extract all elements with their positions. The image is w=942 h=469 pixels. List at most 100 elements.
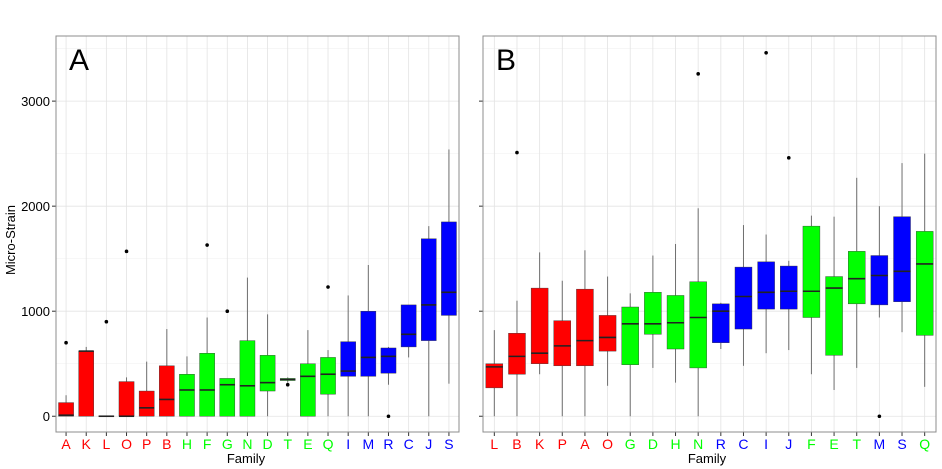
- x-axis-title-a: Family: [227, 451, 266, 466]
- box-d: [644, 255, 662, 368]
- box-body: [825, 276, 843, 356]
- x-tick-label: Q: [919, 436, 930, 452]
- box-i: [757, 51, 775, 354]
- box-body: [644, 292, 662, 335]
- box-q: [320, 285, 336, 417]
- x-tick-label: J: [785, 436, 792, 452]
- box-body: [118, 381, 135, 417]
- plot-area: [483, 36, 936, 432]
- box-j: [780, 156, 798, 351]
- x-axis-title-b: Family: [688, 451, 727, 466]
- box-body: [576, 288, 594, 367]
- box-c: [734, 225, 753, 366]
- box-body: [848, 251, 866, 305]
- box-body: [508, 333, 526, 375]
- x-tick-label: O: [602, 436, 613, 452]
- x-tick-label: L: [490, 436, 498, 452]
- box-o: [598, 276, 617, 386]
- box-p: [553, 280, 571, 417]
- box-body: [138, 390, 155, 417]
- box-d: [259, 314, 276, 417]
- x-tick-label: Q: [323, 436, 334, 452]
- box-body: [239, 340, 256, 417]
- box-body: [757, 261, 775, 310]
- box-body: [915, 231, 934, 336]
- box-h: [179, 356, 195, 417]
- box-body: [893, 216, 911, 302]
- box-body: [400, 304, 417, 348]
- x-tick-label: E: [829, 436, 838, 452]
- outlier-point: [386, 414, 391, 419]
- box-a: [58, 340, 74, 417]
- outlier-point: [786, 156, 791, 160]
- outlier-point: [764, 51, 768, 55]
- box-body: [179, 374, 195, 417]
- box-k: [530, 252, 549, 375]
- box-l: [485, 330, 504, 417]
- box-body: [78, 350, 94, 417]
- box-r: [380, 346, 397, 419]
- x-tick-label: N: [693, 436, 703, 452]
- box-body: [380, 347, 397, 374]
- box-s: [893, 163, 911, 333]
- x-tick-label: C: [738, 436, 748, 452]
- x-tick-label: D: [648, 436, 658, 452]
- plot-area: [56, 36, 459, 432]
- x-tick-label: M: [362, 436, 374, 452]
- box-body: [441, 221, 457, 316]
- panel-label: A: [69, 44, 89, 77]
- x-tick-label: K: [82, 436, 92, 452]
- x-tick-label: R: [383, 436, 393, 452]
- box-b: [508, 150, 526, 417]
- box-body: [553, 320, 571, 367]
- box-body: [689, 281, 707, 369]
- x-tick-label: D: [263, 436, 273, 452]
- outlier-point: [696, 72, 700, 76]
- box-body: [159, 365, 175, 417]
- x-tick-label: F: [807, 436, 816, 452]
- box-body: [421, 238, 437, 341]
- x-tick-label: T: [283, 436, 292, 452]
- box-body: [870, 255, 889, 306]
- box-r: [712, 302, 730, 350]
- box-o: [118, 249, 135, 418]
- box-c: [400, 304, 417, 358]
- x-tick-label: T: [852, 436, 861, 452]
- box-a: [576, 250, 594, 417]
- outlier-point: [124, 249, 129, 254]
- box-n: [239, 277, 256, 417]
- outlier-point: [877, 414, 882, 419]
- x-tick-label: G: [222, 436, 233, 452]
- box-j: [421, 226, 437, 417]
- x-tick-label: M: [874, 436, 886, 452]
- x-tick-label: B: [162, 436, 171, 452]
- x-tick-label: C: [404, 436, 414, 452]
- x-tick-label: H: [670, 436, 680, 452]
- box-body: [802, 225, 821, 318]
- box-body: [320, 357, 336, 395]
- box-body: [360, 311, 377, 377]
- box-f: [199, 243, 215, 417]
- x-tick-label: S: [444, 436, 453, 452]
- box-m: [360, 264, 377, 417]
- panel-border: [55, 35, 460, 433]
- x-tick-label: P: [558, 436, 567, 452]
- box-body: [58, 402, 74, 417]
- x-tick-label: K: [535, 436, 545, 452]
- outlier-point: [326, 285, 330, 289]
- box-body: [259, 355, 276, 392]
- box-b: [159, 329, 175, 417]
- x-tick-label: I: [764, 436, 768, 452]
- box-body: [621, 306, 639, 365]
- box-h: [666, 243, 685, 383]
- box-t: [848, 177, 866, 368]
- x-tick-label: G: [625, 436, 636, 452]
- box-body: [712, 303, 730, 343]
- box-body: [199, 353, 215, 417]
- y-tick-label: 0: [43, 409, 50, 424]
- box-i: [340, 295, 356, 417]
- box-body: [780, 265, 798, 310]
- y-tick-label: 1000: [21, 304, 50, 319]
